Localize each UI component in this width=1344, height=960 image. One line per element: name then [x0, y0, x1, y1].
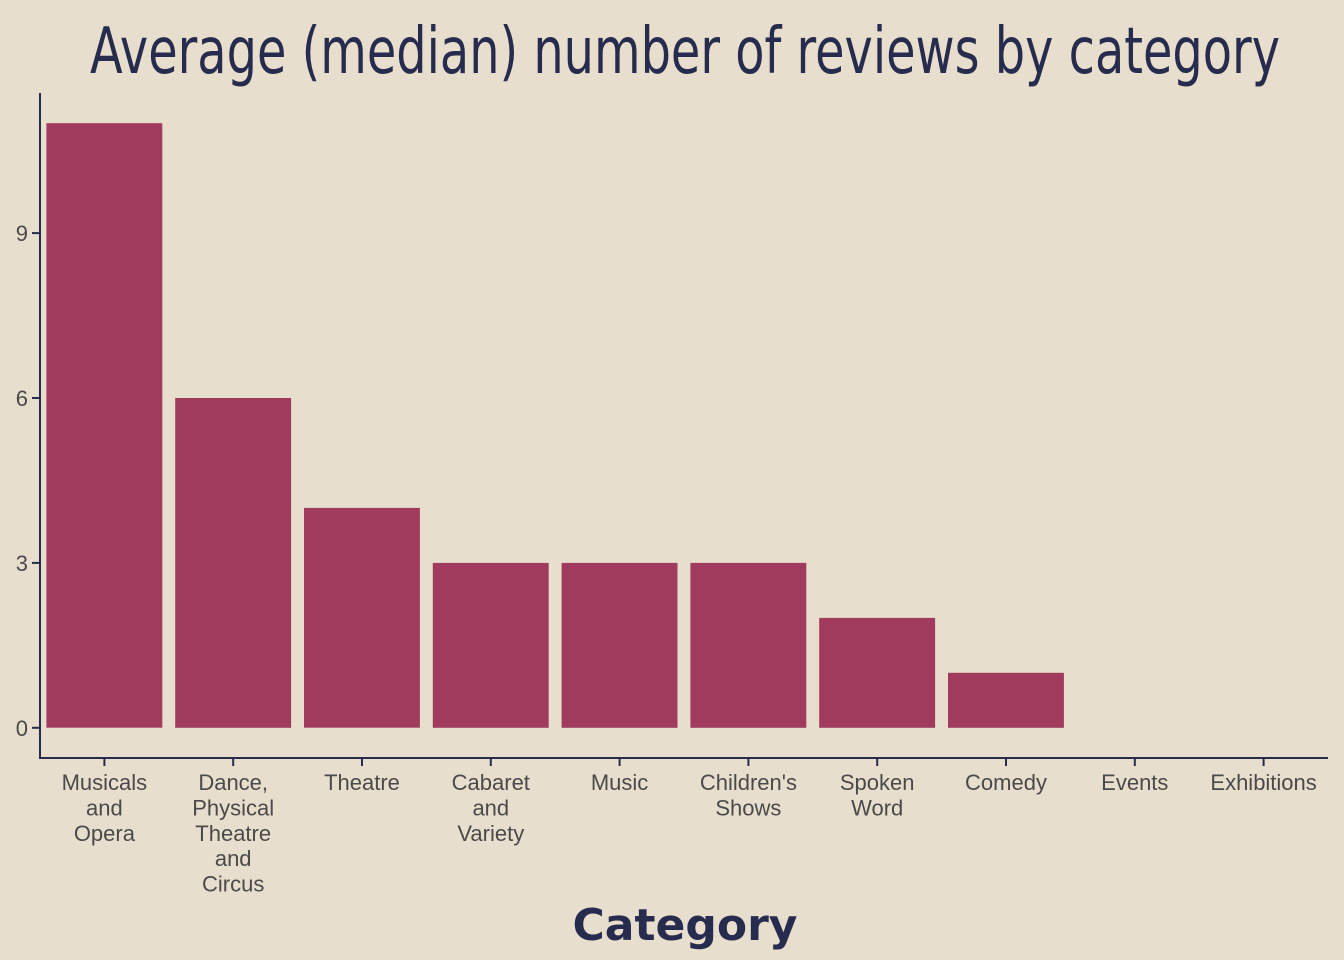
x-tick-label: Events — [1101, 770, 1168, 795]
x-ticks-group: Musicals and Opera Dance, Physical Theatre and… — [62, 758, 1317, 897]
y-tick-label: 6 — [16, 386, 28, 411]
chart-title: Average (median) number of reviews by ca… — [90, 15, 1280, 89]
x-tick-label: Children's Shows — [700, 770, 797, 820]
x-tick-label: Comedy — [965, 770, 1047, 795]
bar-3 — [432, 562, 549, 728]
x-tick-label: Spoken Word — [840, 770, 915, 820]
y-tick-label: 0 — [16, 716, 28, 741]
bars-group — [46, 123, 1064, 728]
x-tick-label: Dance, Physical Theatre and Circus — [192, 770, 274, 897]
bar-1 — [175, 398, 292, 728]
x-axis-label: Category — [573, 900, 798, 951]
bar-4 — [561, 562, 678, 728]
x-tick-label: Musicals and Opera — [62, 770, 148, 846]
x-tick-label: Music — [591, 770, 648, 795]
y-tick-label: 9 — [16, 221, 28, 246]
bar-5 — [690, 562, 807, 728]
x-tick-label: Cabaret and Variety — [452, 770, 530, 846]
bar-6 — [819, 617, 936, 728]
x-tick-label: Exhibitions — [1210, 770, 1316, 795]
bar-2 — [304, 507, 420, 728]
y-ticks-group: 0 3 6 9 — [16, 221, 40, 741]
x-tick-label: Theatre — [324, 770, 400, 795]
y-tick-label: 3 — [16, 551, 28, 576]
bar-7 — [948, 672, 1064, 728]
bar-0 — [46, 123, 163, 728]
